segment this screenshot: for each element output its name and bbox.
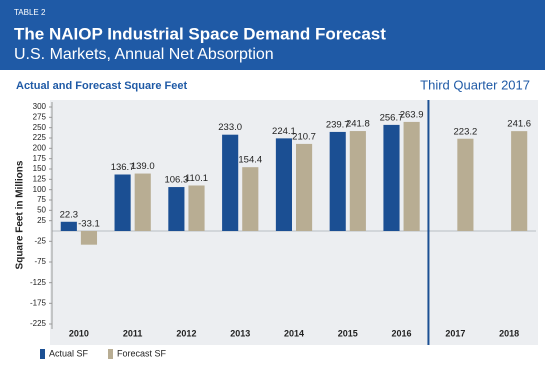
value-label: 233.0 xyxy=(218,122,242,133)
y-tick-label: -25 xyxy=(34,236,46,245)
value-label: 263.9 xyxy=(400,109,424,120)
chart-subtitle: Third Quarter 2017 xyxy=(420,77,530,92)
value-label: 136.7 xyxy=(111,162,135,173)
legend-swatch xyxy=(40,349,45,359)
y-tick-label: 225 xyxy=(33,133,47,142)
plot-background xyxy=(50,100,538,345)
x-tick-label: 2014 xyxy=(284,328,304,338)
chart-title: Actual and Forecast Square Feet xyxy=(16,80,187,92)
value-label: 22.3 xyxy=(60,209,79,220)
y-tick-label: 125 xyxy=(33,174,47,183)
bar xyxy=(242,167,259,231)
value-label: 224.1 xyxy=(272,126,296,137)
value-label: 139.0 xyxy=(131,161,155,172)
value-label: -33.1 xyxy=(78,219,100,230)
y-tick-label: 50 xyxy=(37,205,46,214)
bar xyxy=(511,131,528,231)
header-band xyxy=(0,0,545,70)
value-label: 210.7 xyxy=(292,131,316,142)
y-tick-label: 150 xyxy=(33,164,47,173)
bar xyxy=(457,138,474,231)
legend-label: Forecast SF xyxy=(117,348,167,358)
bar xyxy=(114,174,131,231)
value-label: 223.2 xyxy=(454,126,478,137)
x-tick-label: 2010 xyxy=(69,328,89,338)
bar xyxy=(168,187,185,231)
value-label: 106.3 xyxy=(164,175,188,186)
bar xyxy=(403,121,420,231)
table-label: TABLE 2 xyxy=(14,8,46,17)
y-tick-label: -175 xyxy=(30,298,47,307)
bar xyxy=(222,134,239,231)
y-tick-label: 275 xyxy=(33,112,47,121)
y-tick-label: -75 xyxy=(34,257,46,266)
y-tick-label: 75 xyxy=(37,195,46,204)
page-subtitle: U.S. Markets, Annual Net Absorption xyxy=(14,46,274,63)
x-tick-label: 2018 xyxy=(499,328,519,338)
value-label: 110.1 xyxy=(185,173,208,184)
legend-label: Actual SF xyxy=(49,348,89,358)
bar xyxy=(80,231,98,245)
bar xyxy=(296,143,313,231)
x-tick-label: 2013 xyxy=(230,328,250,338)
bar xyxy=(349,131,366,231)
x-tick-label: 2016 xyxy=(392,328,412,338)
y-tick-label: 300 xyxy=(33,102,47,111)
value-label: 154.4 xyxy=(238,155,262,166)
value-label: 241.8 xyxy=(346,119,370,130)
x-tick-label: 2015 xyxy=(338,328,358,338)
value-label: 239.7 xyxy=(326,119,350,130)
y-tick-label: 250 xyxy=(33,123,47,132)
bar xyxy=(188,185,205,231)
bar xyxy=(275,138,292,231)
bar xyxy=(60,221,77,231)
x-tick-label: 2017 xyxy=(445,328,465,338)
y-tick-label: 100 xyxy=(33,185,47,194)
bar xyxy=(329,131,346,231)
value-label: 241.6 xyxy=(507,119,531,130)
y-axis-title: Square Feet in Millions xyxy=(15,160,26,269)
page-title: The NAIOP Industrial Space Demand Foreca… xyxy=(14,24,386,43)
y-tick-label: 175 xyxy=(33,154,47,163)
bar xyxy=(134,173,151,231)
y-tick-label: 25 xyxy=(37,216,46,225)
x-tick-label: 2012 xyxy=(176,328,196,338)
bar xyxy=(383,124,400,231)
x-tick-label: 2011 xyxy=(123,328,143,338)
y-tick-label: 200 xyxy=(33,143,47,152)
legend-swatch xyxy=(108,349,113,359)
y-tick-label: -125 xyxy=(30,278,47,287)
y-tick-label: -225 xyxy=(30,319,47,328)
value-label: 256.7 xyxy=(380,112,404,123)
